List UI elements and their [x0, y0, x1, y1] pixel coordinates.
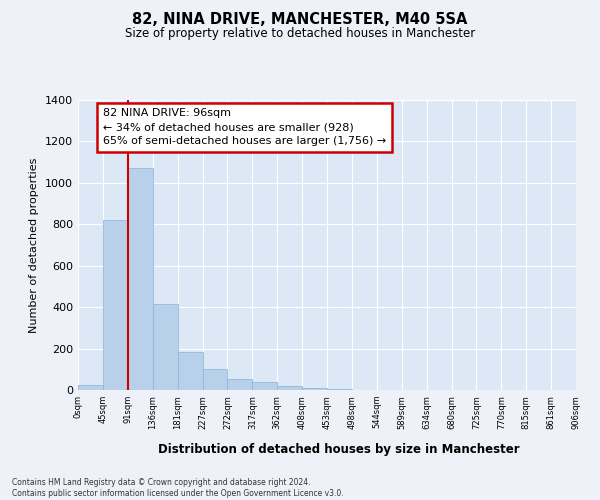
Bar [178, 352, 203, 390]
Text: 82, NINA DRIVE, MANCHESTER, M40 5SA: 82, NINA DRIVE, MANCHESTER, M40 5SA [133, 12, 467, 28]
Bar [103, 220, 128, 390]
Bar [203, 370, 227, 390]
Bar [78, 385, 103, 390]
Text: Contains HM Land Registry data © Crown copyright and database right 2024.
Contai: Contains HM Land Registry data © Crown c… [12, 478, 344, 498]
Text: Size of property relative to detached houses in Manchester: Size of property relative to detached ho… [125, 28, 475, 40]
Bar [253, 382, 277, 390]
Text: 82 NINA DRIVE: 96sqm
← 34% of detached houses are smaller (928)
65% of semi-deta: 82 NINA DRIVE: 96sqm ← 34% of detached h… [103, 108, 386, 146]
Bar [227, 378, 253, 390]
Bar [277, 386, 302, 390]
Bar [302, 388, 327, 390]
Text: Distribution of detached houses by size in Manchester: Distribution of detached houses by size … [158, 442, 520, 456]
Bar [128, 168, 153, 390]
Bar [153, 304, 178, 390]
Y-axis label: Number of detached properties: Number of detached properties [29, 158, 40, 332]
